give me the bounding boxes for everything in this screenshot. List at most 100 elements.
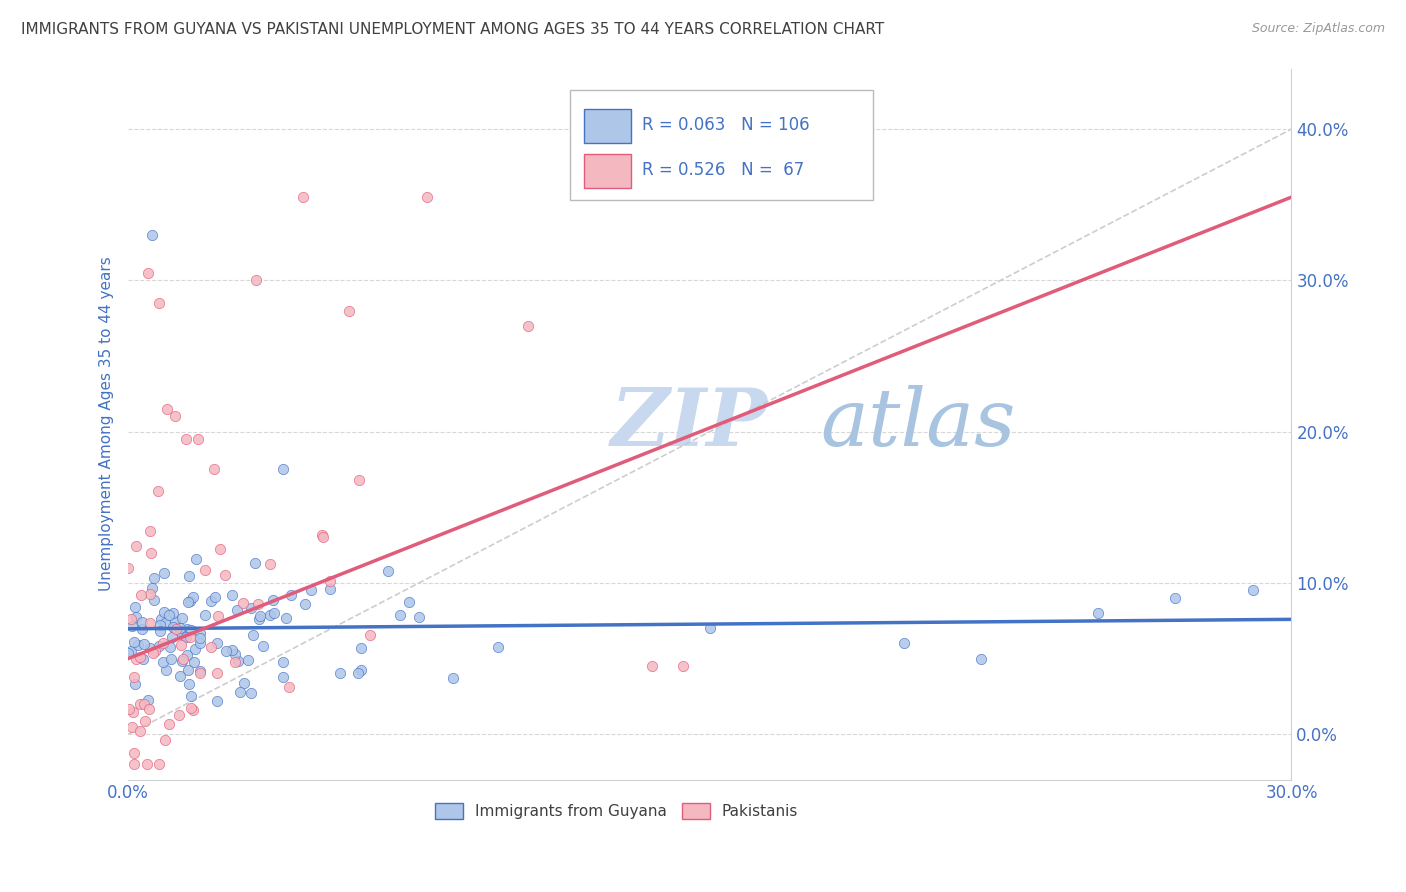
Point — [183, 655, 205, 669]
Point — [205, 665, 228, 680]
Point — [204, 590, 226, 604]
Point — [224, 647, 246, 661]
Point — [226, 603, 249, 617]
Point — [163, 409, 186, 424]
Point — [347, 666, 370, 681]
Point — [157, 608, 180, 623]
Point — [299, 582, 322, 597]
Text: IMMIGRANTS FROM GUYANA VS PAKISTANI UNEMPLOYMENT AMONG AGES 35 TO 44 YEARS CORRE: IMMIGRANTS FROM GUYANA VS PAKISTANI UNEM… — [21, 22, 884, 37]
Point — [180, 623, 202, 637]
Point — [388, 607, 411, 622]
Point — [121, 720, 143, 734]
Point — [188, 666, 211, 681]
Point — [183, 703, 205, 717]
Point — [121, 619, 143, 633]
Point — [259, 557, 281, 571]
Point — [263, 606, 285, 620]
Point — [228, 685, 250, 699]
Point — [169, 624, 191, 639]
Point — [155, 663, 177, 677]
Point — [162, 620, 184, 634]
Point — [162, 630, 184, 644]
Point — [139, 616, 162, 631]
Point — [152, 636, 174, 650]
Point — [319, 574, 342, 589]
Point — [163, 615, 186, 629]
Point — [641, 659, 664, 673]
Point — [228, 654, 250, 668]
Text: atlas: atlas — [820, 385, 1015, 463]
Text: R = 0.063   N = 106: R = 0.063 N = 106 — [643, 117, 810, 135]
Point — [221, 588, 243, 602]
Point — [146, 483, 169, 498]
Point — [180, 689, 202, 703]
Point — [165, 622, 187, 636]
Point — [214, 568, 236, 582]
Point — [129, 650, 152, 665]
Point — [893, 636, 915, 650]
Point — [155, 733, 177, 747]
Point — [148, 296, 170, 310]
Point — [205, 694, 228, 708]
Legend: Immigrants from Guyana, Pakistanis: Immigrants from Guyana, Pakistanis — [429, 797, 804, 825]
Point — [129, 588, 152, 602]
Point — [149, 624, 172, 638]
Point — [179, 569, 201, 583]
Point — [280, 588, 302, 602]
Point — [169, 621, 191, 635]
Point — [162, 607, 184, 621]
Point — [177, 595, 200, 609]
Point — [516, 318, 538, 333]
Point — [124, 599, 146, 614]
Point — [273, 462, 295, 476]
Point — [194, 607, 217, 622]
Point — [188, 636, 211, 650]
Point — [153, 615, 176, 630]
Point — [232, 596, 254, 610]
Point — [176, 648, 198, 662]
Point — [312, 530, 335, 544]
Bar — [585, 109, 631, 144]
Point — [128, 724, 150, 739]
Point — [359, 628, 381, 642]
Point — [243, 556, 266, 570]
Point — [271, 656, 294, 670]
Point — [200, 640, 222, 655]
Point — [132, 697, 155, 711]
Point — [117, 646, 139, 660]
Point — [262, 592, 284, 607]
Text: Source: ZipAtlas.com: Source: ZipAtlas.com — [1251, 22, 1385, 36]
Point — [172, 654, 194, 668]
Point — [139, 641, 162, 656]
Point — [117, 561, 139, 575]
Point — [128, 697, 150, 711]
Point — [221, 643, 243, 657]
Point — [152, 655, 174, 669]
Point — [252, 639, 274, 653]
Point — [329, 666, 352, 681]
Point — [179, 594, 201, 608]
Point — [136, 266, 159, 280]
Point — [153, 605, 176, 619]
Point — [486, 640, 509, 654]
Point — [122, 746, 145, 760]
Point — [184, 551, 207, 566]
Point — [160, 652, 183, 666]
Point — [150, 612, 173, 626]
Point — [148, 618, 170, 632]
Point — [350, 640, 373, 655]
Point — [177, 663, 200, 677]
Point — [176, 622, 198, 636]
Point — [153, 566, 176, 580]
Y-axis label: Unemployment Among Ages 35 to 44 years: Unemployment Among Ages 35 to 44 years — [100, 257, 114, 591]
Point — [408, 610, 430, 624]
Point — [247, 612, 270, 626]
Point — [138, 702, 160, 716]
Point — [131, 615, 153, 629]
Point — [441, 671, 464, 685]
Point — [274, 611, 297, 625]
Point — [142, 593, 165, 607]
Point — [143, 571, 166, 585]
Point — [125, 651, 148, 665]
Point — [240, 686, 263, 700]
